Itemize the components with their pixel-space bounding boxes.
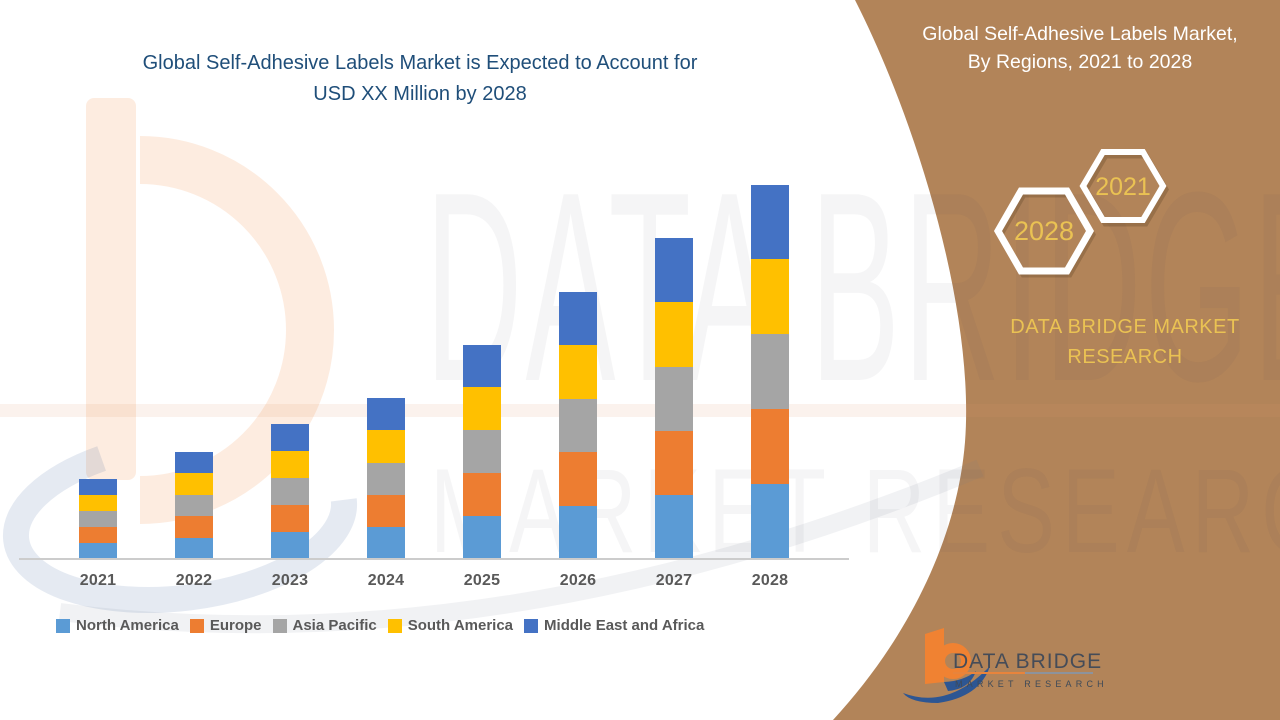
bar-segment-2022-middle-east-and-africa xyxy=(175,451,213,474)
x-axis-label-2023: 2023 xyxy=(271,572,309,589)
legend-item-south-america: South America xyxy=(387,617,514,634)
bar-segment-2024-asia-pacific xyxy=(367,462,405,495)
bar-segment-2024-north-america xyxy=(367,526,405,559)
hexagon-2028-year: 2028 xyxy=(1014,216,1074,246)
bar-segment-2023-north-america xyxy=(271,531,309,559)
legend-label-asia-pacific: Asia Pacific xyxy=(292,617,377,634)
bar-segment-2022-north-america xyxy=(175,537,213,559)
hexagon-2028 xyxy=(993,187,1095,275)
bar-segment-2025-asia-pacific xyxy=(463,430,501,474)
footer-logo-brand: DATA BRIDGE xyxy=(953,650,1102,673)
footer-logo-rule-orange xyxy=(953,672,1025,674)
x-axis-label-2027: 2027 xyxy=(655,572,693,589)
x-axis-label-2021: 2021 xyxy=(79,572,117,589)
footer-logo-sub: MARKET RESEARCH xyxy=(955,679,1108,689)
bar-segment-2023-south-america xyxy=(271,450,309,478)
side-panel-title-line1: Global Self-Adhesive Labels Market, xyxy=(922,23,1238,45)
data-bridge-logo-icon xyxy=(903,628,990,703)
legend-swatch-south-america xyxy=(387,618,402,633)
legend-item-asia-pacific: Asia Pacific xyxy=(272,617,377,634)
bar-segment-2026-asia-pacific xyxy=(559,398,597,453)
side-panel-shape xyxy=(833,0,1280,720)
bar-segment-2027-middle-east-and-africa xyxy=(655,238,693,303)
legend-item-north-america: North America xyxy=(56,617,179,634)
bar-segment-2021-south-america xyxy=(79,495,117,511)
bar-segment-2023-europe xyxy=(271,504,309,532)
hexagon-badges: 2021 2028 xyxy=(993,149,1169,278)
legend-label-south-america: South America xyxy=(407,617,514,634)
plot-area: 2021 2022 2023 2024 2025 2026 2027 2028 xyxy=(79,184,789,589)
bar-segment-2027-north-america xyxy=(655,494,693,559)
legend-label-middle-east-and-africa: Middle East and Africa xyxy=(544,617,705,634)
bar-segment-2028-europe xyxy=(751,409,789,485)
panel-brand-line2: RESEARCH xyxy=(1067,346,1183,368)
bar-segment-2022-europe xyxy=(175,516,213,538)
x-axis-label-2028: 2028 xyxy=(751,572,789,589)
bar-segment-2021-north-america xyxy=(79,543,117,559)
chart-title-line2: USD XX Million by 2028 xyxy=(313,83,527,105)
chart-legend: North America Europe Asia Pacific South Ame… xyxy=(56,617,704,634)
x-axis-label-2024: 2024 xyxy=(367,572,405,589)
chart-title-line1: Global Self-Adhesive Labels Market is Ex… xyxy=(142,52,698,74)
hexagon-outlines xyxy=(993,149,1167,275)
bar-segment-2025-south-america xyxy=(463,387,501,431)
bar-segment-2023-middle-east-and-africa xyxy=(271,423,309,451)
x-axis-line xyxy=(19,558,849,560)
bar-segment-2026-south-america xyxy=(559,345,597,399)
bar-segment-2022-asia-pacific xyxy=(175,494,213,517)
x-axis-label-2025: 2025 xyxy=(463,572,501,589)
panel-brand-line1: DATA BRIDGE MARKET xyxy=(1010,316,1240,338)
x-axis-label-2022: 2022 xyxy=(175,572,213,589)
bar-segment-2028-asia-pacific xyxy=(751,334,789,410)
bar-segment-2025-north-america xyxy=(463,516,501,559)
bar-segment-2028-south-america xyxy=(751,259,789,335)
hexagon-2021 xyxy=(1079,149,1167,223)
bar-segment-2021-europe xyxy=(79,527,117,543)
footer-logo: DATA BRIDGE MARKET RESEARCH xyxy=(903,628,1108,703)
panel-brand-text: DATA BRIDGE MARKET RESEARCH xyxy=(1000,312,1250,372)
bar-segment-2022-south-america xyxy=(175,473,213,495)
bar-segment-2028-north-america xyxy=(751,484,789,559)
bar-segment-2026-middle-east-and-africa xyxy=(559,291,597,346)
legend-swatch-middle-east-and-africa xyxy=(524,618,539,633)
x-axis-label-2026: 2026 xyxy=(559,572,597,589)
legend-label-north-america: North America xyxy=(76,617,179,634)
bar-segment-2027-europe xyxy=(655,430,693,495)
bar-segment-2025-europe xyxy=(463,473,501,517)
bar-segment-2024-middle-east-and-africa xyxy=(367,398,405,431)
legend-swatch-north-america xyxy=(56,618,70,633)
legend-item-middle-east-and-africa: Middle East and Africa xyxy=(524,617,704,634)
legend-swatch-europe xyxy=(189,618,204,633)
bar-segment-2025-middle-east-and-africa xyxy=(463,344,501,388)
bar-segment-2023-asia-pacific xyxy=(271,477,309,505)
legend-item-europe: Europe xyxy=(189,617,262,634)
hexagon-2021-year: 2021 xyxy=(1095,173,1151,201)
bar-segment-2024-europe xyxy=(367,494,405,527)
bar-segment-2026-europe xyxy=(559,452,597,506)
bar-segment-2024-south-america xyxy=(367,430,405,463)
chart-title: Global Self-Adhesive Labels Market is Ex… xyxy=(28,48,812,110)
bar-segment-2021-middle-east-and-africa xyxy=(79,479,117,495)
bar-segment-2028-middle-east-and-africa xyxy=(751,184,789,260)
legend-swatch-asia-pacific xyxy=(272,618,287,633)
bar-segment-2027-asia-pacific xyxy=(655,366,693,431)
bar-segment-2021-asia-pacific xyxy=(79,511,117,527)
legend-label-europe: Europe xyxy=(209,617,262,634)
side-panel-title-line2: By Regions, 2021 to 2028 xyxy=(967,51,1193,73)
footer-logo-rule-gray xyxy=(1025,672,1093,674)
bar-segment-2026-north-america xyxy=(559,505,597,559)
side-panel-title: Global Self-Adhesive Labels Market, By R… xyxy=(885,20,1275,76)
bar-segment-2027-south-america xyxy=(655,302,693,367)
